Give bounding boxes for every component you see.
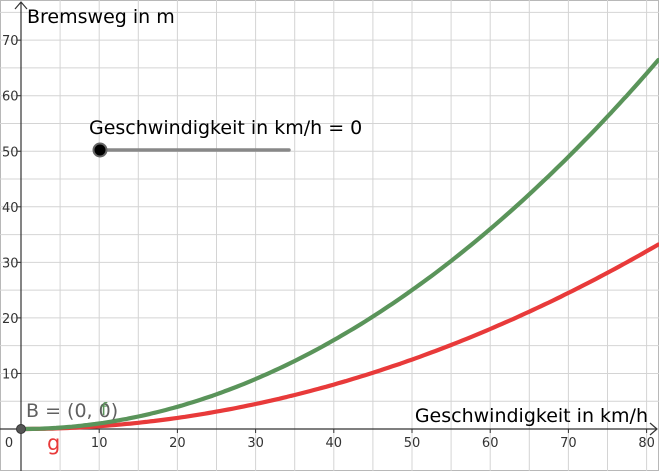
- x-tick-label: 50: [404, 436, 421, 451]
- x-tick-label: 60: [482, 436, 499, 451]
- y-axis-title: Bremsweg in m: [27, 6, 175, 28]
- x-axis-arrow: [649, 422, 658, 436]
- x-tick-label: 30: [247, 436, 264, 451]
- x-tick-label: 20: [169, 436, 186, 451]
- y-tick-label: 20: [2, 312, 19, 327]
- slider-label: Geschwindigkeit in km/h = 0: [89, 117, 362, 139]
- curve-g-label: g: [47, 431, 60, 455]
- point-b-label: B = (0, 0): [26, 400, 118, 422]
- x-tick-label: 40: [326, 436, 343, 451]
- curve-f[interactable]: [18, 57, 659, 432]
- x-tick-label: 70: [560, 436, 577, 451]
- y-tick-label: 40: [2, 201, 19, 216]
- speed-slider[interactable]: Geschwindigkeit in km/h = 0: [89, 117, 362, 158]
- x-tick-label: 80: [638, 436, 655, 451]
- curve-g[interactable]: [18, 242, 659, 432]
- tick-labels: 0 10 20 30 40 50 60 70 80 10 20 30 40 50 60 70: [2, 34, 655, 451]
- point-b[interactable]: [16, 424, 26, 434]
- y-tick-label: 50: [2, 145, 19, 160]
- y-axis-arrow: [14, 1, 28, 10]
- y-tick-label: 70: [2, 34, 19, 49]
- slider-handle[interactable]: [92, 142, 108, 158]
- curves: [16, 57, 659, 434]
- curve-f-label: f: [101, 400, 108, 420]
- y-tick-label: 10: [2, 367, 19, 382]
- x-tick-label: 0: [5, 436, 13, 451]
- y-tick-label: 60: [2, 90, 19, 105]
- y-tick-label: 30: [2, 256, 19, 271]
- x-tick-label: 10: [91, 436, 108, 451]
- x-axis-title: Geschwindigkeit in km/h: [415, 405, 648, 427]
